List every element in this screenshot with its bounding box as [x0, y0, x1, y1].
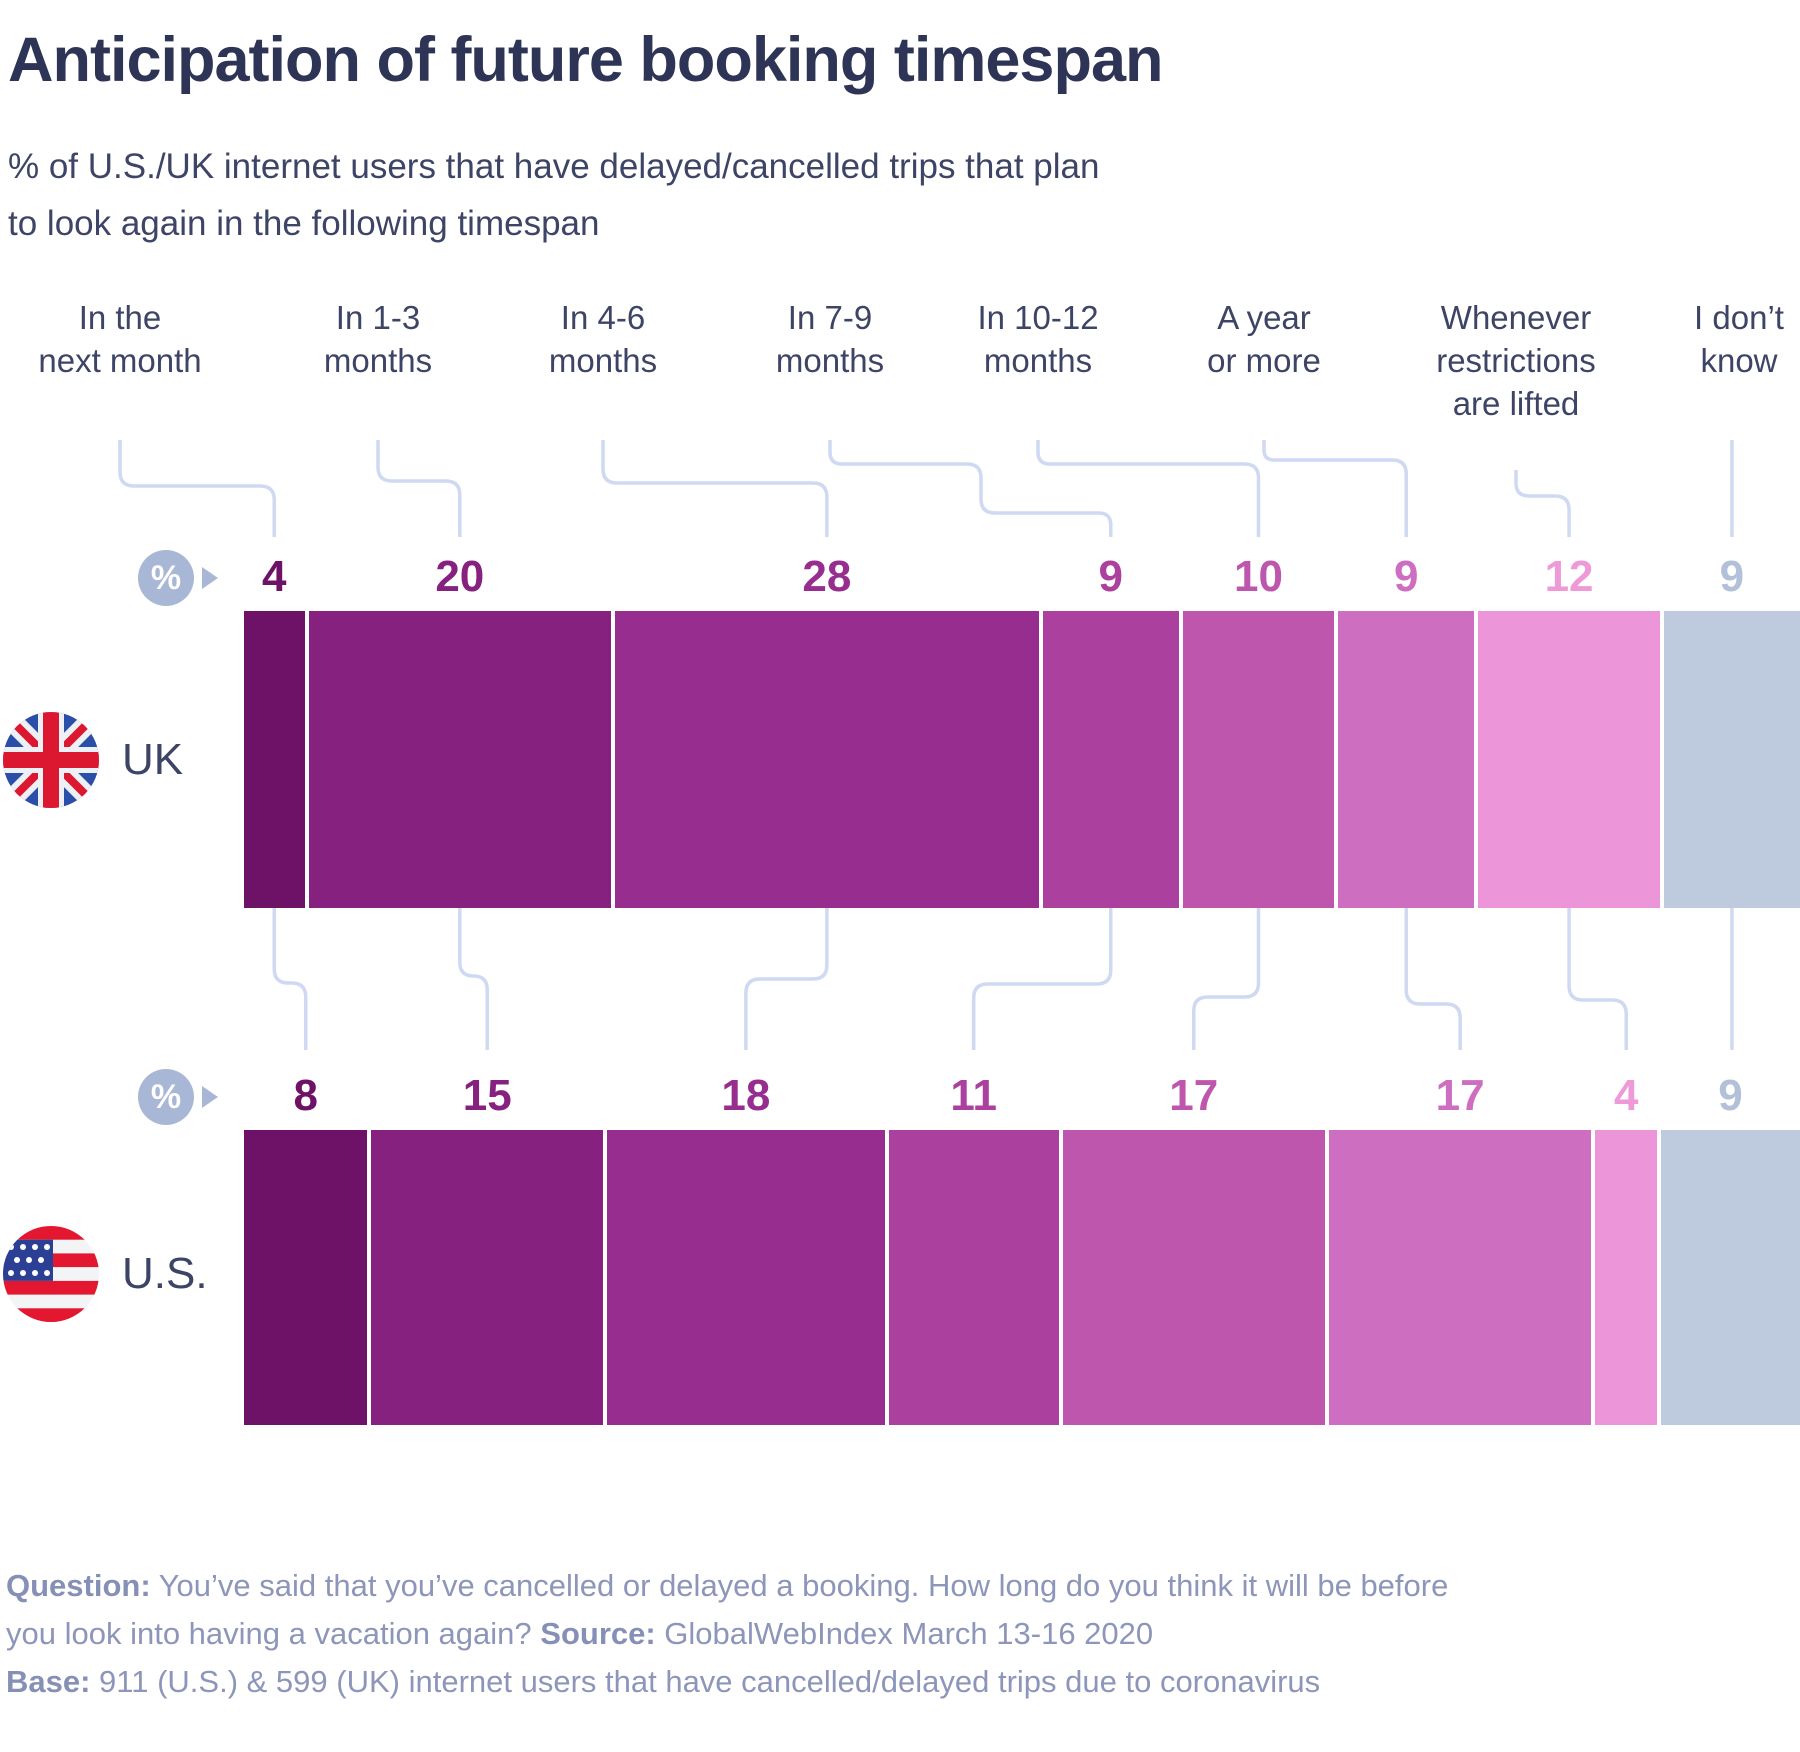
- bar-segment-uk-5: [1182, 611, 1335, 908]
- bar-segment-us-6: [1328, 1130, 1592, 1425]
- category-label-line: A year: [1217, 299, 1311, 336]
- category-label-line: or more: [1207, 342, 1321, 379]
- us-flag-icon: [3, 1226, 99, 1322]
- connector-label-3: [601, 440, 829, 537]
- page-title: Anticipation of future booking timespan: [8, 25, 1163, 95]
- category-label-line: In 10-12: [977, 299, 1099, 336]
- category-label-line: In 1-3: [335, 299, 421, 336]
- connector-label-7: [1514, 470, 1571, 537]
- percent-icon: %: [150, 1077, 182, 1116]
- value-label-us-5: 17: [1169, 1071, 1219, 1120]
- connector-uk-us-7: [1567, 908, 1628, 1050]
- value-label-us-4: 11: [950, 1071, 997, 1120]
- connector-uk-us-6: [1404, 908, 1462, 1050]
- subtitle-line-1: % of U.S./UK internet users that have de…: [8, 147, 1100, 186]
- bar-segment-us-2: [371, 1130, 603, 1425]
- subtitle-line-2: to look again in the following timespan: [8, 204, 600, 243]
- chart-subtitle: % of U.S./UK internet users that have de…: [8, 138, 1099, 252]
- bar-segment-uk-6: [1338, 611, 1475, 908]
- bar-segment-us-3: [606, 1130, 885, 1425]
- category-label-7: Whenever restrictions are lifted: [1376, 296, 1656, 425]
- footnote: Question: You’ve said that you’ve cancel…: [6, 1562, 1448, 1706]
- uk-flag-icon: [3, 712, 99, 808]
- category-label-line: In 4-6: [560, 299, 646, 336]
- value-label-uk-8: 9: [1719, 552, 1745, 601]
- category-label-line: months: [548, 342, 658, 379]
- footnote-question: Question: You’ve said that you’ve cancel…: [6, 1568, 1449, 1603]
- row-label-uk: UK: [122, 735, 184, 784]
- connector-label-4: [828, 440, 1113, 537]
- category-label-3: In 4-6 months: [463, 296, 743, 382]
- bar-segment-us-1: [244, 1130, 368, 1425]
- value-label-us-6: 17: [1435, 1071, 1485, 1120]
- value-label-us-1: 8: [293, 1071, 318, 1120]
- bar-segment-us-7: [1595, 1130, 1658, 1425]
- category-label-2: In 1-3 months: [238, 296, 518, 382]
- value-label-uk-2: 20: [435, 552, 485, 601]
- bar-segment-uk-1: [244, 611, 305, 908]
- row-label-us: U.S.: [122, 1249, 208, 1298]
- bar-segment-uk-7: [1478, 611, 1660, 908]
- value-label-uk-5: 10: [1234, 552, 1283, 601]
- bar-segment-uk-2: [308, 611, 612, 908]
- bar-segment-uk-4: [1042, 611, 1179, 908]
- value-label-uk-3: 28: [802, 552, 852, 601]
- value-label-us-7: 4: [1613, 1071, 1639, 1120]
- connector-label-1: [118, 440, 277, 537]
- bar-segment-us-5: [1062, 1130, 1325, 1425]
- percent-badge-uk: %: [138, 550, 194, 606]
- value-label-uk-7: 12: [1544, 552, 1594, 601]
- footnote-source: you look into having a vacation again? S…: [6, 1616, 1154, 1651]
- category-label-6: A year or more: [1124, 296, 1404, 382]
- connector-uk-us-3: [744, 908, 829, 1050]
- percent-badge-us: %: [138, 1069, 194, 1125]
- category-label-line: next month: [38, 342, 202, 379]
- category-label-line: In 7-9: [787, 299, 873, 336]
- category-label-line: months: [775, 342, 885, 379]
- category-label-line: Whenever: [1440, 299, 1592, 336]
- footnote-base: Base: 911 (U.S.) & 599 (UK) internet use…: [6, 1664, 1321, 1699]
- category-label-line: restrictions: [1436, 342, 1596, 379]
- category-label-line: know: [1700, 342, 1778, 379]
- category-label-1: In the next month: [0, 296, 260, 382]
- connector-label-6: [1262, 440, 1408, 537]
- arrow-right-icon: [202, 1086, 218, 1108]
- value-label-uk-6: 9: [1393, 552, 1419, 601]
- bar-segment-us-8: [1661, 1130, 1800, 1425]
- category-label-line: months: [983, 342, 1093, 379]
- value-label-us-3: 18: [721, 1071, 771, 1120]
- connector-uk-us-1: [272, 908, 308, 1050]
- bar-segment-uk-3: [615, 611, 1039, 908]
- category-label-5: In 10-12 months: [898, 296, 1178, 382]
- category-label-4: In 7-9 months: [690, 296, 970, 382]
- connector-uk-us-2: [458, 908, 489, 1050]
- category-label-line: In the: [78, 299, 162, 336]
- value-label-us-2: 15: [462, 1071, 512, 1120]
- bar-segment-uk-8: [1663, 611, 1800, 908]
- arrow-right-icon: [202, 567, 218, 589]
- category-label-line: months: [323, 342, 433, 379]
- value-label-uk-1: 4: [262, 552, 287, 601]
- category-label-8: I don’t know: [1599, 296, 1800, 382]
- connector-uk-us-4: [971, 908, 1113, 1050]
- connector-label-5: [1036, 440, 1261, 537]
- value-label-us-8: 9: [1718, 1071, 1743, 1120]
- value-label-uk-4: 9: [1098, 552, 1124, 601]
- bar-segment-us-4: [888, 1130, 1059, 1425]
- category-label-line: I don’t: [1694, 299, 1784, 336]
- category-label-line: are lifted: [1452, 385, 1580, 422]
- percent-icon: %: [150, 558, 182, 597]
- connector-label-2: [376, 440, 462, 537]
- connector-uk-us-5: [1192, 908, 1261, 1050]
